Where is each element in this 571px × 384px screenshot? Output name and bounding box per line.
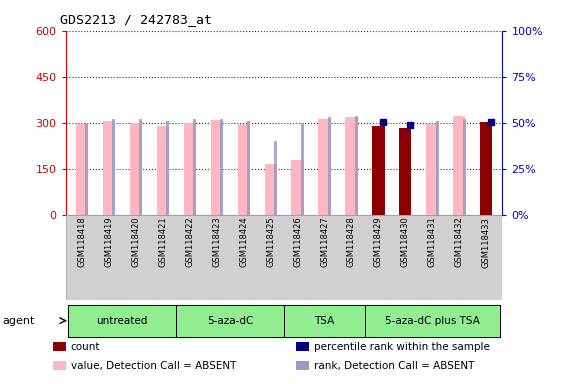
Text: GSM118429: GSM118429 bbox=[374, 217, 383, 267]
Text: 5-aza-dC plus TSA: 5-aza-dC plus TSA bbox=[385, 316, 480, 326]
Bar bbox=[264, 164, 277, 215]
Text: GSM118420: GSM118420 bbox=[131, 217, 140, 267]
Bar bbox=[130, 123, 142, 215]
Text: GSM118430: GSM118430 bbox=[401, 217, 410, 268]
Text: GDS2213 / 242783_at: GDS2213 / 242783_at bbox=[60, 13, 212, 26]
FancyBboxPatch shape bbox=[296, 342, 309, 351]
Bar bbox=[184, 123, 196, 215]
Bar bbox=[345, 117, 357, 215]
Text: GSM118422: GSM118422 bbox=[185, 217, 194, 267]
FancyBboxPatch shape bbox=[54, 361, 66, 371]
Bar bbox=[193, 119, 196, 215]
Bar bbox=[211, 121, 223, 215]
Bar bbox=[103, 121, 115, 215]
Bar bbox=[399, 128, 412, 215]
Bar bbox=[402, 128, 409, 215]
Bar bbox=[463, 119, 466, 215]
Bar bbox=[166, 121, 169, 215]
Bar bbox=[328, 118, 331, 215]
Text: GSM118426: GSM118426 bbox=[293, 217, 302, 268]
Text: GSM118418: GSM118418 bbox=[77, 217, 86, 268]
Bar bbox=[480, 122, 492, 215]
Text: GSM118424: GSM118424 bbox=[239, 217, 248, 267]
Text: TSA: TSA bbox=[315, 316, 335, 326]
FancyBboxPatch shape bbox=[296, 361, 309, 371]
Text: GSM118425: GSM118425 bbox=[266, 217, 275, 267]
Text: count: count bbox=[71, 342, 100, 352]
Text: value, Detection Call = ABSENT: value, Detection Call = ABSENT bbox=[71, 361, 236, 371]
Bar bbox=[483, 122, 490, 215]
Text: rank, Detection Call = ABSENT: rank, Detection Call = ABSENT bbox=[313, 361, 474, 371]
Text: percentile rank within the sample: percentile rank within the sample bbox=[313, 342, 489, 352]
Bar bbox=[85, 123, 89, 215]
FancyBboxPatch shape bbox=[66, 215, 502, 300]
Text: GSM118421: GSM118421 bbox=[158, 217, 167, 267]
Bar bbox=[274, 141, 277, 215]
Text: GSM118433: GSM118433 bbox=[482, 217, 491, 268]
Bar bbox=[319, 119, 331, 215]
Bar bbox=[453, 116, 465, 215]
Text: GSM118423: GSM118423 bbox=[212, 217, 221, 268]
Bar bbox=[291, 160, 304, 215]
Bar bbox=[238, 124, 250, 215]
Bar bbox=[301, 123, 304, 215]
Bar bbox=[247, 121, 250, 215]
Bar bbox=[112, 119, 115, 215]
Text: untreated: untreated bbox=[96, 316, 148, 326]
Bar bbox=[220, 119, 223, 215]
Text: GSM118431: GSM118431 bbox=[428, 217, 437, 268]
Text: GSM118419: GSM118419 bbox=[104, 217, 113, 267]
Bar bbox=[355, 116, 358, 215]
Text: agent: agent bbox=[3, 316, 35, 326]
Bar bbox=[76, 124, 88, 215]
Bar bbox=[427, 124, 439, 215]
Bar bbox=[139, 119, 142, 215]
Text: 5-aza-dC: 5-aza-dC bbox=[207, 316, 254, 326]
Text: GSM118432: GSM118432 bbox=[455, 217, 464, 268]
Bar bbox=[436, 121, 439, 215]
Bar bbox=[372, 126, 384, 215]
FancyBboxPatch shape bbox=[54, 342, 66, 351]
Bar bbox=[375, 126, 382, 215]
Text: GSM118428: GSM118428 bbox=[347, 217, 356, 268]
Bar bbox=[156, 126, 169, 215]
Text: GSM118427: GSM118427 bbox=[320, 217, 329, 268]
